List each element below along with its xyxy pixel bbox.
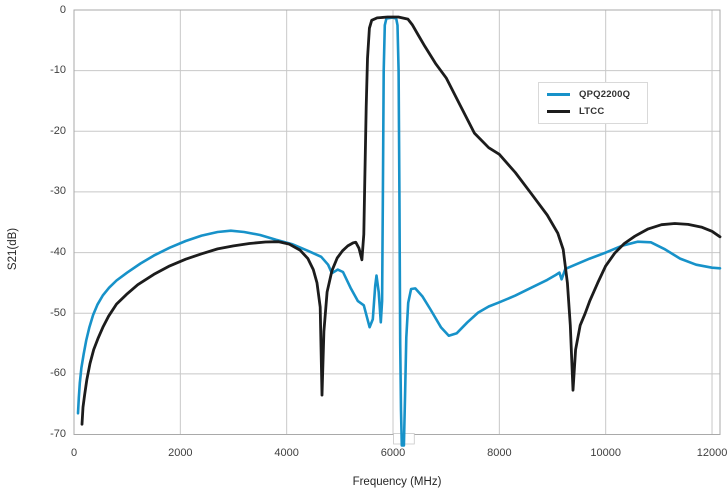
series-line-swatch-black [547,110,570,113]
y-tick-label: -40 [50,246,66,259]
y-tick-label: -50 [50,306,66,319]
y-axis-title: S21(dB) [7,227,19,271]
series-line-qpq2200q [76,16,722,447]
x-tick-label: 8000 [487,447,512,459]
x-tick-label: 12000 [696,447,728,459]
legend-label: LTCC [579,106,605,117]
plot-border [73,9,721,435]
x-tick-label: 6000 [380,447,406,459]
y-tick-label: -30 [50,185,66,198]
legend-item-ltcc: LTCC [539,106,647,117]
legend: QPQ2200Q LTCC [538,82,648,124]
x-tick-label: 10000 [590,447,621,459]
series-line-swatch-blue [547,93,570,96]
legend-item-qpq2200q: QPQ2200Q [539,89,647,100]
x-tick-label: 4000 [274,447,299,459]
y-tick-label: -10 [50,64,66,77]
y-tick-label: -60 [50,367,66,380]
series-line-ltcc [80,15,722,426]
legend-label: QPQ2200Q [579,89,631,100]
y-tick-label: 0 [59,3,66,16]
x-tick-label: 0 [70,447,78,459]
y-tick-label: -70 [50,428,66,440]
x-tick-label: 2000 [168,447,193,459]
x-axis-title: Frequency (MHz) [352,476,442,488]
y-tick-label: -20 [50,124,66,137]
